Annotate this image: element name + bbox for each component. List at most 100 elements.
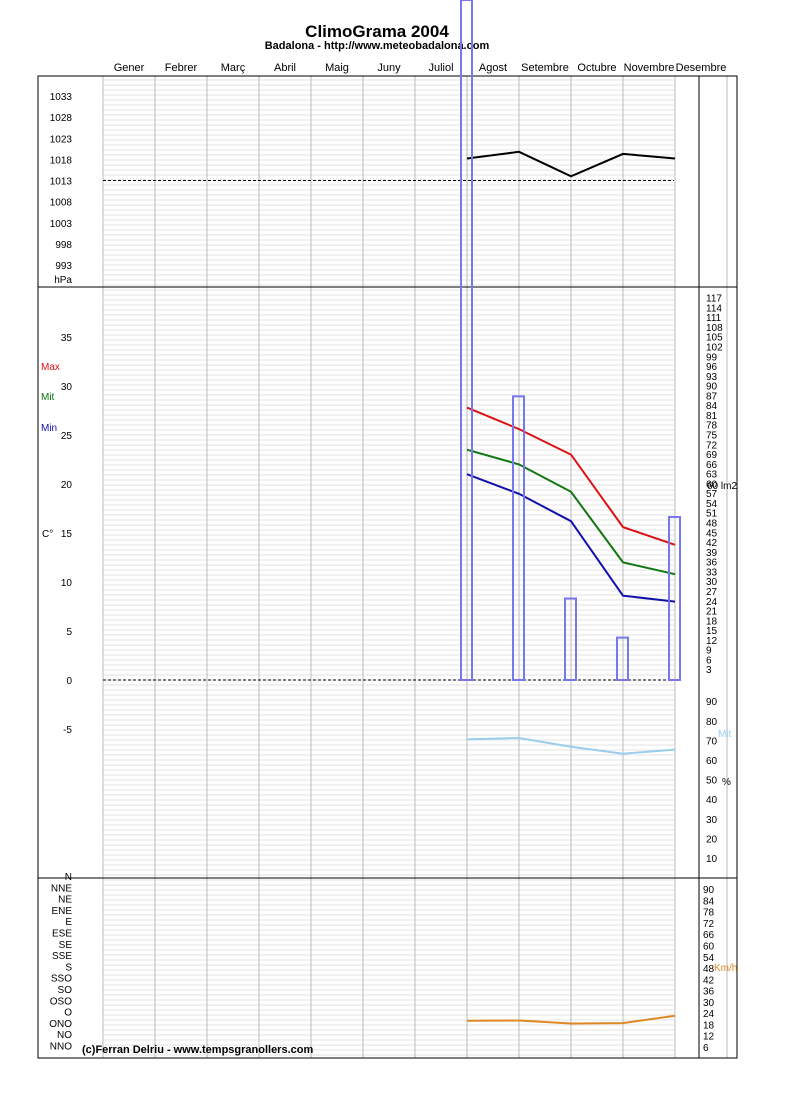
pressure-unit-label: hPa: [54, 275, 72, 286]
rain-tick-label: 84: [706, 401, 718, 412]
temperature-tick-label: 10: [61, 578, 73, 589]
outer-frame: [37, 75, 738, 1059]
humidity-tick-label: 60: [706, 756, 718, 767]
pressure-tick-label: 1023: [50, 134, 73, 145]
rain-tick-label: 27: [706, 587, 718, 598]
rain-tick-label: 36: [706, 558, 718, 569]
wind-tick-label: 84: [703, 896, 715, 907]
rain-tick-label: 81: [706, 411, 718, 422]
legend-max: Max: [41, 362, 60, 373]
wind-tick-label: 48: [703, 964, 715, 975]
rain-tick-label: 105: [706, 333, 723, 344]
rain-tick-label: 42: [706, 538, 718, 549]
pressure-tick-label: 993: [55, 261, 72, 272]
rain-tick-label: 45: [706, 528, 718, 539]
rain-tick-label: 108: [706, 323, 723, 334]
month-label: Març: [221, 62, 246, 74]
humidity-tick-label: 20: [706, 834, 718, 845]
humidity-series-label: Mit: [718, 729, 732, 740]
rain-tick-label: 57: [706, 489, 718, 500]
wind-tick-label: 18: [703, 1020, 715, 1031]
rain-tick-label: 111: [706, 313, 722, 324]
humidity-panel: 90 80 70 60 50 40 30 20 10% Mit: [466, 697, 732, 865]
wind-tick-label: 6: [703, 1043, 709, 1054]
chart-subtitle: Badalona - http://www.meteobadalona.com: [265, 40, 490, 52]
rain-tick-label: 30: [706, 577, 718, 588]
series-line-max: [466, 406, 676, 546]
rain-tick-label: 54: [706, 499, 718, 510]
month-labels: Gener Febrer Març Abril Maig Juny Juliol Agost S…: [114, 62, 727, 74]
wind-direction-label: S: [65, 962, 72, 973]
temperature-tick-label: -5: [63, 725, 72, 736]
rain-bar: [460, 0, 473, 681]
panel-frames: [37, 75, 738, 1059]
wind-direction-label: ESE: [52, 929, 72, 940]
rain-tick-label: 39: [706, 548, 718, 559]
wind-tick-label: 54: [703, 953, 715, 964]
temperature-unit-label: C°: [42, 529, 53, 540]
rain-tick-label: 18: [706, 616, 718, 627]
wind-line: [466, 1014, 676, 1025]
wind-direction-label: NO: [57, 1030, 72, 1041]
month-label: Setembre: [521, 62, 569, 74]
humidity-tick-label: 10: [706, 854, 718, 865]
wind-direction-label: SSO: [51, 974, 72, 985]
legend-min: Min: [41, 423, 57, 434]
month-label: Juliol: [428, 62, 453, 74]
humidity-unit-label: %: [722, 777, 731, 788]
rain-tick-label: 117: [706, 294, 722, 305]
month-label: Juny: [377, 62, 401, 74]
month-label: Febrer: [165, 62, 198, 74]
rain-tick-label: 99: [706, 352, 718, 363]
temperature-tick-label: 5: [66, 627, 72, 638]
wind-direction-label: SSE: [52, 951, 72, 962]
wind-direction-label: OSO: [50, 996, 72, 1007]
temperature-tick-label: 20: [61, 480, 73, 491]
wind-tick-label: 72: [703, 919, 715, 930]
humidity-tick-label: 80: [706, 717, 718, 728]
month-label: Abril: [274, 62, 296, 74]
rain-bar: [564, 597, 577, 681]
pressure-line: [466, 150, 676, 178]
humidity-tick-label: 30: [706, 815, 718, 826]
wind-direction-label: O: [64, 1008, 72, 1019]
temperature-tick-label: 30: [61, 382, 73, 393]
rain-tick-label: 93: [706, 372, 718, 383]
temperature-tick-label: 15: [61, 529, 73, 540]
wind-direction-label: N: [65, 872, 72, 883]
wind-tick-label: 78: [703, 908, 715, 919]
wind-direction-label: ENE: [51, 906, 72, 917]
rain-tick-label: 87: [706, 391, 718, 402]
wind-tick-label: 42: [703, 975, 715, 986]
wind-tick-label: 90: [703, 885, 715, 896]
humidity-tick-label: 50: [706, 776, 718, 787]
rain-tick-label: 69: [706, 450, 718, 461]
month-label: Desembre: [676, 62, 727, 74]
rain-tick-label: 51: [706, 509, 718, 520]
rain-tick-label: 60: [706, 479, 718, 490]
rain-tick-label: 15: [706, 626, 718, 637]
rain-tick-label: 9: [706, 646, 712, 657]
rain-tick-label: 6: [706, 655, 712, 666]
rain-tick-label: 3: [706, 665, 712, 676]
series-line-mit: [466, 448, 676, 576]
rain-tick-label: 96: [706, 362, 718, 373]
wind-unit-label: Km/h: [714, 963, 737, 974]
pressure-tick-label: 1033: [50, 92, 73, 103]
pressure-tick-label: 998: [55, 240, 72, 251]
rain-tick-label: 72: [706, 440, 718, 451]
pressure-tick-label: 1008: [50, 198, 73, 209]
legend-mit: Mit: [41, 392, 55, 403]
grid-lines: [102, 76, 728, 1058]
rain-tick-label: 21: [706, 607, 718, 618]
rain-tick-label: 78: [706, 421, 718, 432]
wind-direction-label: NNO: [50, 1042, 72, 1053]
month-label: Gener: [114, 62, 145, 74]
rain-tick-label: 24: [706, 597, 718, 608]
rain-bar: [512, 395, 525, 681]
rain-tick-label: 66: [706, 460, 718, 471]
pressure-tick-label: 1028: [50, 113, 73, 124]
pressure-tick-label: 1018: [50, 155, 73, 166]
rain-tick-label: 75: [706, 431, 718, 442]
